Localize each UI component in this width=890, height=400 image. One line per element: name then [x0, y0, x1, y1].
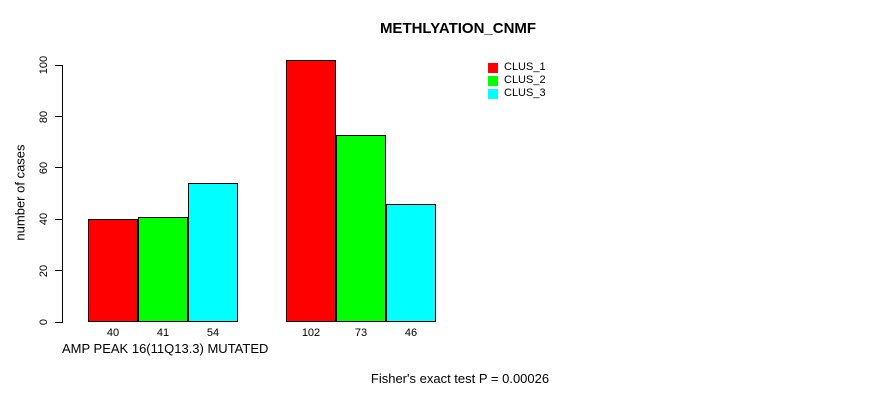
bar-value-label: 54 — [206, 327, 220, 339]
legend: CLUS_1 CLUS_2 CLUS_3 — [488, 62, 546, 99]
legend-swatch-clus_3 — [488, 88, 498, 99]
legend-label: CLUS_3 — [504, 87, 546, 99]
y-axis-tick — [55, 218, 62, 220]
fisher-test-annotation: Fisher's exact test P = 0.00026 — [370, 371, 550, 386]
y-axis-tick-label: 100 — [38, 56, 50, 75]
y-axis-tick-label: 40 — [38, 213, 50, 226]
bar-clus_3-group_1 — [188, 183, 238, 322]
bar-value-label: 46 — [404, 327, 418, 339]
bar-value-label: 41 — [156, 327, 170, 339]
y-axis-tick — [55, 64, 62, 66]
x-axis-title: AMP PEAK 16(11Q13.3) MUTATED — [62, 341, 269, 356]
bar-clus_3-group_2 — [386, 203, 436, 322]
legend-swatch-clus_1 — [488, 62, 498, 73]
y-axis-tick-label: 60 — [38, 161, 50, 175]
y-axis-line — [62, 65, 63, 323]
bar-value-label: 73 — [354, 327, 368, 339]
y-axis-tick-label: 20 — [38, 264, 50, 277]
bar-clus_2-group_2 — [336, 134, 386, 322]
legend-label: CLUS_2 — [504, 74, 546, 86]
y-axis-tick — [55, 321, 62, 323]
legend-item-clus_1: CLUS_1 — [488, 62, 546, 73]
bar-clus_1-group_1 — [88, 219, 138, 322]
bar-value-label: 102 — [301, 327, 321, 339]
bar-clus_1-group_2 — [286, 60, 336, 322]
y-axis-tick — [55, 167, 62, 169]
y-axis-tick-label: 0 — [38, 318, 50, 326]
y-axis-tick-label: 80 — [38, 110, 50, 123]
legend-swatch-clus_2 — [488, 75, 498, 86]
bar-clus_2-group_1 — [138, 216, 188, 322]
y-axis-tick — [55, 116, 62, 118]
legend-item-clus_3: CLUS_3 — [488, 88, 546, 99]
bar-value-label: 40 — [106, 327, 120, 339]
legend-label: CLUS_1 — [504, 61, 546, 73]
y-axis-title: number of cases — [12, 144, 28, 241]
y-axis-tick — [55, 270, 62, 272]
chart-title: METHLYATION_CNMF — [379, 20, 537, 37]
legend-item-clus_2: CLUS_2 — [488, 75, 546, 86]
